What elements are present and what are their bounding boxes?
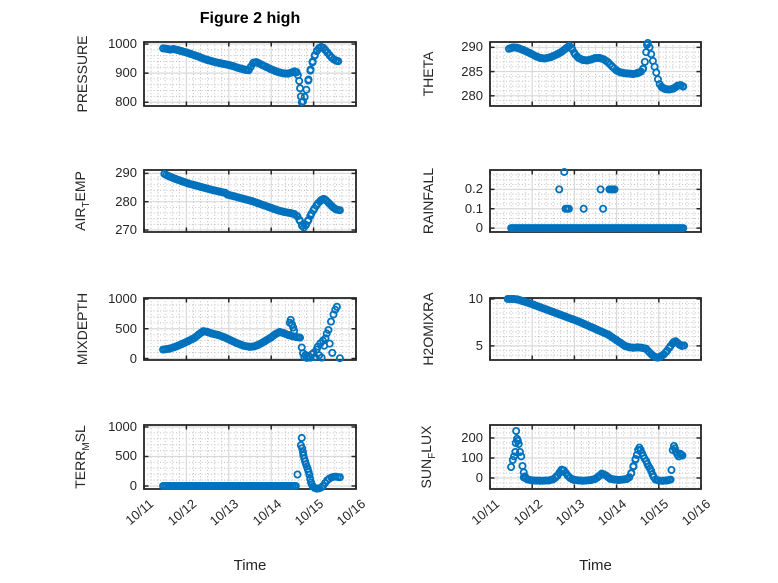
y-tick-label-mixdepth: 0 xyxy=(129,350,137,366)
x-tick-label-sun-flux: 10/16 xyxy=(679,496,714,529)
y-axis-label-part: M xyxy=(80,442,92,451)
plot-rainfall xyxy=(489,167,702,233)
x-tick-label-sun-flux: 10/14 xyxy=(594,496,630,529)
plot-sun-flux xyxy=(489,424,702,490)
y-axis-label-part: MIXDEPTH xyxy=(74,292,90,366)
y-tick-label-mixdepth: 1000 xyxy=(108,291,137,306)
plot-h2omixra xyxy=(489,294,702,362)
y-tick-label-terr-msl: 1000 xyxy=(108,419,137,434)
y-tick-label-rainfall: 0.1 xyxy=(464,200,483,216)
y-tick-label-mixdepth: 500 xyxy=(115,320,137,336)
x-axis-label-right: Time xyxy=(579,557,612,574)
plot-pressure xyxy=(143,41,357,107)
y-tick-label-air-temp: 290 xyxy=(115,165,137,181)
y-axis-label-terr-msl: TERRMSL xyxy=(72,425,92,489)
y-axis-label-part: TERR xyxy=(72,450,89,489)
plot-theta xyxy=(489,38,702,107)
y-axis-label-part: THETA xyxy=(420,51,436,97)
y-axis-label-theta: THETA xyxy=(420,52,436,97)
x-tick-label-terr-msl: 10/14 xyxy=(249,496,284,529)
y-axis-label-part: AIR xyxy=(72,207,89,231)
y-tick-label-sun-flux: 0 xyxy=(475,470,483,485)
y-tick-label-theta: 290 xyxy=(461,39,483,55)
y-axis-label-h2omixra: H2OMIXRA xyxy=(420,292,436,365)
y-axis-label-part: T xyxy=(80,201,92,208)
y-tick-label-h2omixra: 10 xyxy=(468,290,483,306)
y-axis-label-air-temp: AIRTEMP xyxy=(72,171,92,231)
y-axis-label-part: LUX xyxy=(418,425,435,453)
y-tick-label-air-temp: 270 xyxy=(115,222,137,238)
x-tick-label-terr-msl: 10/13 xyxy=(206,496,242,529)
plot-mixdepth xyxy=(143,297,357,363)
y-tick-label-theta: 285 xyxy=(461,63,483,79)
y-axis-label-part: RAINFALL xyxy=(420,167,436,235)
plot-air-temp xyxy=(143,169,357,233)
y-axis-label-part: PRESSURE xyxy=(74,35,90,113)
x-tick-label-sun-flux: 10/15 xyxy=(636,496,672,529)
figure-title: Figure 2 high xyxy=(199,10,301,27)
x-tick-label-terr-msl: 10/16 xyxy=(334,496,369,529)
y-axis-label-part: SL xyxy=(72,425,89,443)
y-tick-label-pressure: 900 xyxy=(115,65,137,81)
y-tick-label-terr-msl: 0 xyxy=(129,477,137,493)
y-axis-label-rainfall: RAINFALL xyxy=(420,168,436,234)
x-tick-label-sun-flux: 10/11 xyxy=(468,496,503,528)
y-axis-label-mixdepth: MIXDEPTH xyxy=(74,293,90,365)
y-axis-label-part: F xyxy=(426,452,438,459)
y-axis-label-sun-flux: SUNFLUX xyxy=(418,426,438,489)
plot-terr-msl xyxy=(143,424,357,493)
y-tick-label-theta: 280 xyxy=(461,87,483,103)
y-axis-label-part: EMP xyxy=(72,171,89,202)
x-tick-label-terr-msl: 10/12 xyxy=(164,496,200,529)
x-axis-label-left: Time xyxy=(233,557,267,574)
y-tick-label-sun-flux: 100 xyxy=(461,450,483,465)
y-axis-label-pressure: PRESSURE xyxy=(74,35,90,112)
y-tick-label-pressure: 800 xyxy=(115,94,137,110)
x-tick-label-sun-flux: 10/13 xyxy=(552,496,588,529)
y-axis-label-part: SUN xyxy=(418,458,435,489)
y-tick-label-rainfall: 0.2 xyxy=(464,181,483,197)
y-tick-label-h2omixra: 5 xyxy=(475,337,483,353)
y-axis-label-part: H2OMIXRA xyxy=(420,292,436,366)
x-tick-label-sun-flux: 10/12 xyxy=(510,496,545,529)
y-tick-label-sun-flux: 200 xyxy=(461,430,483,445)
y-tick-label-terr-msl: 500 xyxy=(115,448,137,464)
x-tick-label-terr-msl: 10/15 xyxy=(291,496,327,529)
y-tick-label-air-temp: 280 xyxy=(115,193,137,209)
y-tick-label-rainfall: 0 xyxy=(475,220,483,236)
x-tick-label-terr-msl: 10/11 xyxy=(122,496,157,528)
y-tick-label-pressure: 1000 xyxy=(108,36,137,52)
